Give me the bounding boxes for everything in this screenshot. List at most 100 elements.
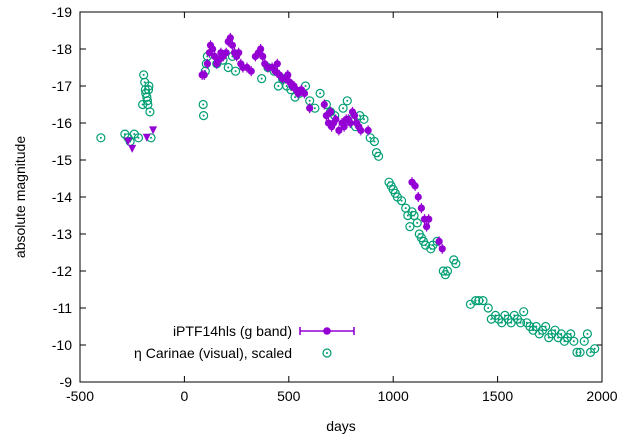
eta-carinae-point — [582, 329, 592, 339]
eta-carinae-point — [515, 318, 526, 328]
eta-carinae-point-dot — [469, 303, 472, 306]
eta-carinae-point — [198, 99, 208, 110]
eta-carinae-point — [133, 133, 144, 143]
eta-carinae-point-dot — [227, 66, 230, 69]
eta-carinae-point-dot — [554, 329, 557, 332]
legend: iPTF14hls (g band) η Carinae (visual), s… — [134, 323, 355, 361]
eta-carinae-point — [483, 303, 493, 313]
eta-carinae-point — [342, 96, 352, 106]
eta-carinae-point-dot — [487, 307, 490, 309]
eta-carinae-point-dot — [583, 340, 586, 343]
eta-carinae-point — [541, 321, 551, 332]
eta-carinae-point-dot — [572, 340, 575, 343]
legend-sample-eta-carinae-dot — [326, 352, 328, 354]
eta-carinae-point-dot — [358, 114, 361, 117]
eta-carinae-point-dot — [424, 244, 427, 247]
eta-carinae-point — [338, 103, 348, 113]
y-tick-label: -12 — [52, 263, 72, 279]
x-tick-label: -500 — [66, 388, 94, 404]
eta-carinae-point-dot — [510, 321, 513, 324]
eta-carinae-point — [96, 133, 106, 143]
eta-carinae-point-dot — [413, 214, 416, 217]
eta-carinae-point-dot — [141, 103, 144, 106]
eta-carinae-point-dot — [133, 133, 136, 136]
eta-carinae-point-dot — [569, 332, 572, 335]
y-tick-label: -10 — [52, 337, 72, 353]
y-tick-label: -16 — [52, 115, 72, 131]
eta-carinae-point-dot — [202, 114, 205, 117]
plot-frame — [79, 11, 603, 383]
eta-carinae-point-dot — [146, 103, 149, 106]
eta-carinae-point-dot — [454, 262, 457, 265]
eta-carinae-point-dot — [519, 321, 522, 324]
eta-carinae-point — [569, 336, 579, 346]
eta-carinae-point-dot — [404, 207, 407, 210]
iptf14hls-point — [203, 60, 211, 68]
axis-ticks: -500 0 500 1000 1500 2000 -9 -10 -11 -12 -13 -14 -15… — [52, 4, 618, 404]
eta-carinae-point-dot — [396, 196, 399, 198]
eta-carinae-point — [590, 344, 600, 354]
eta-carinae-point-dot — [586, 332, 589, 335]
iptf14hls-upper-limit — [149, 126, 158, 135]
eta-carinae-point-dot — [522, 310, 525, 313]
eta-carinae-point-dot — [579, 351, 582, 354]
eta-carinae-point-dot — [149, 136, 152, 139]
iptf14hls-point — [208, 45, 217, 53]
legend-sample-iptf14hls-marker — [323, 327, 331, 335]
iptf14hls-point — [332, 115, 340, 123]
eta-carinae-point — [230, 66, 241, 76]
eta-carinae-point — [405, 222, 415, 232]
eta-carinae-point-dot — [593, 347, 596, 350]
eta-carinae-point — [409, 210, 419, 221]
eta-carinae-point — [373, 151, 384, 161]
x-axis-label: days — [326, 418, 356, 434]
eta-carinae-point-dot — [346, 99, 349, 102]
eta-carinae-point-dot — [277, 85, 280, 87]
eta-carinae-point-dot — [416, 221, 419, 224]
series-layer — [96, 32, 600, 357]
y-tick-label: -14 — [52, 189, 72, 205]
iptf14hls-upper-limit — [142, 133, 151, 142]
eta-carinae-point — [575, 347, 585, 357]
y-tick-label: -19 — [52, 4, 72, 20]
eta-carinae-point-dot — [406, 214, 409, 217]
y-axis-label: absolute magnitude — [12, 136, 28, 258]
eta-carinae-point — [223, 62, 233, 73]
iptf14hls-point — [414, 193, 422, 201]
eta-carinae-point — [566, 329, 576, 339]
eta-carinae-point-dot — [373, 140, 376, 143]
iptf14hls-point — [320, 100, 328, 109]
eta-carinae-point-dot — [260, 77, 263, 80]
iptf14hls-point — [417, 204, 425, 212]
eta-carinae-point — [257, 73, 267, 84]
eta-carinae-point — [144, 81, 154, 91]
iptf14hls-point — [423, 223, 431, 231]
eta-carinae-point-dot — [544, 325, 547, 328]
eta-carinae-point-dot — [202, 103, 205, 106]
eta-carinae-point-dot — [308, 99, 311, 102]
eta-carinae-point-dot — [137, 136, 140, 139]
eta-carinae-point — [412, 218, 422, 228]
eta-carinae-point-dot — [481, 299, 484, 302]
legend-label-iptf14hls: iPTF14hls (g band) — [173, 323, 292, 339]
iptf14hls-point — [284, 71, 292, 79]
eta-carinae-point-dot — [500, 321, 503, 324]
x-tick-label: 1500 — [482, 388, 513, 404]
iptf14hls-point — [335, 126, 343, 134]
eta-carinae-point-dot — [490, 318, 493, 321]
eta-carinae-point — [315, 88, 325, 99]
eta-carinae-point — [579, 336, 589, 346]
iptf14hls-point — [357, 126, 365, 134]
eta-carinae-point — [396, 196, 407, 206]
iptf14hls-point — [235, 49, 243, 57]
legend-sample-eta-carinae-marker — [322, 348, 332, 358]
iptf14hls-point — [273, 60, 281, 68]
eta-carinae-point-dot — [408, 225, 411, 228]
iptf14hls-point — [247, 67, 255, 75]
eta-carinae-point-dot — [342, 107, 345, 110]
eta-carinae-point — [442, 266, 453, 276]
eta-carinae-point-dot — [589, 351, 592, 354]
eta-carinae-point — [519, 307, 529, 317]
iptf14hls-point — [200, 71, 208, 79]
